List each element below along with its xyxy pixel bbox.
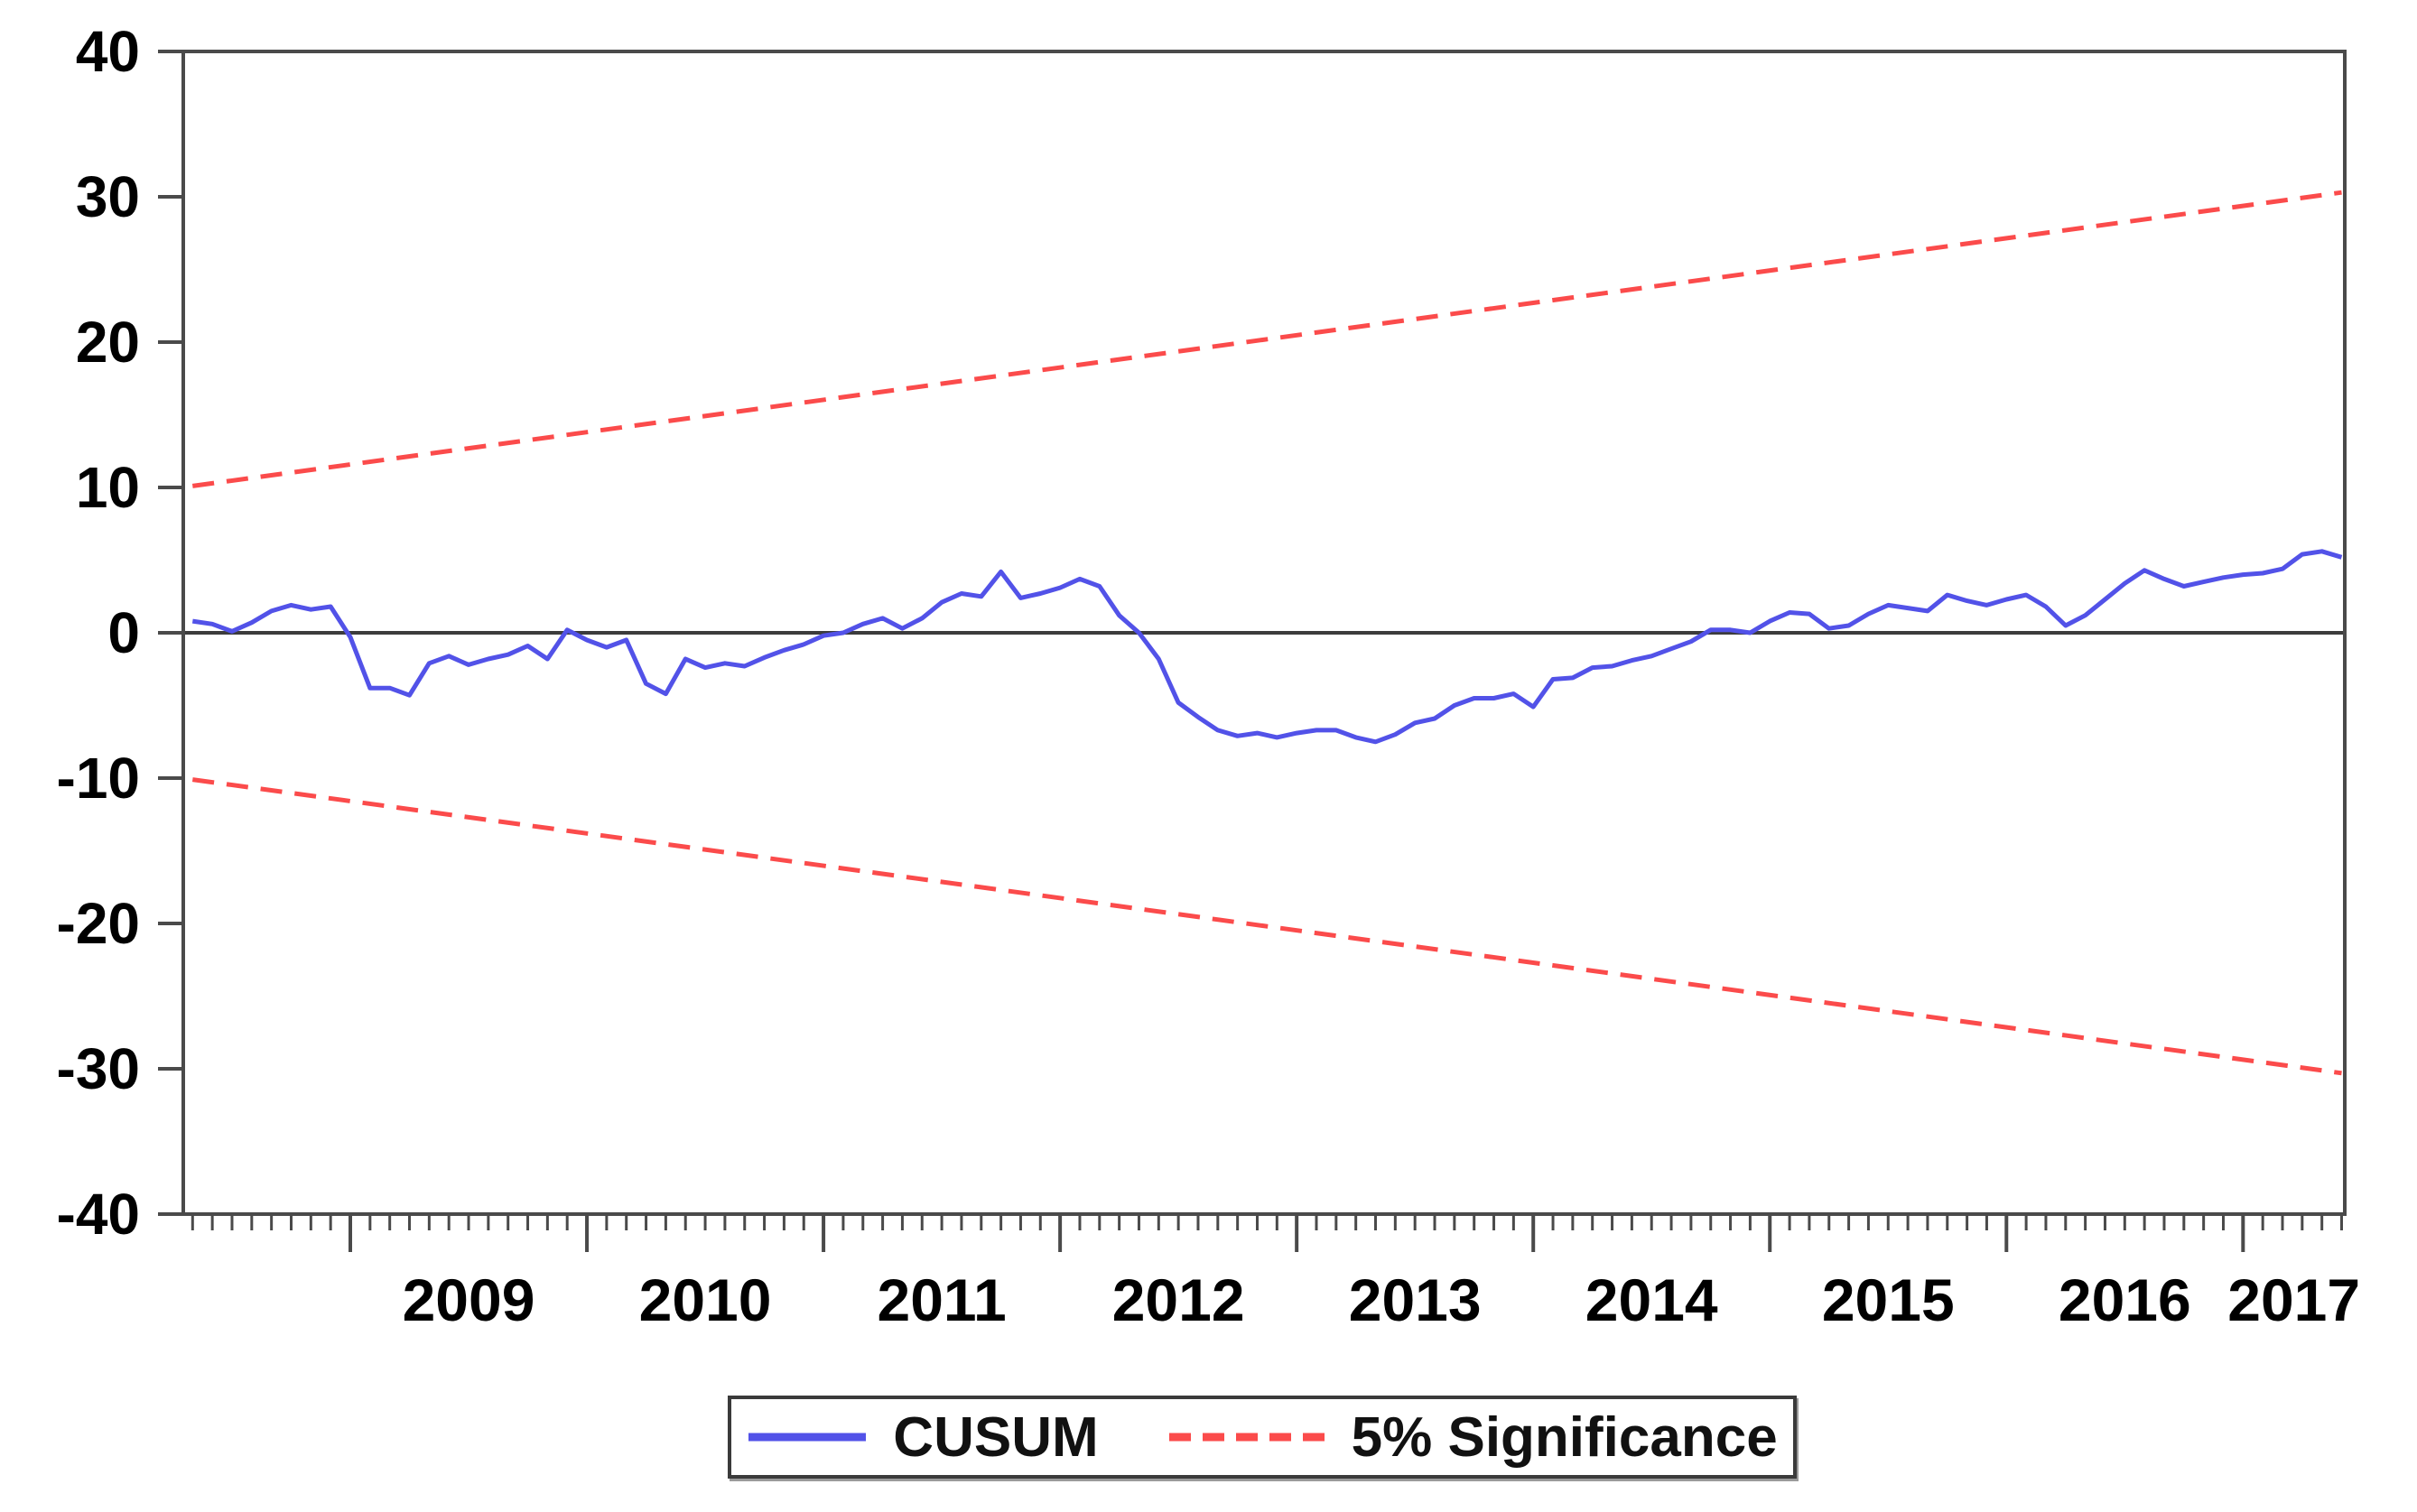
x-axis-year-label: 2011 xyxy=(878,1266,1007,1333)
legend-label-significance: 5% Significance xyxy=(1351,1405,1778,1469)
y-axis-tick-label: -10 xyxy=(57,746,141,811)
y-axis-tick-label: 0 xyxy=(107,600,140,665)
chart-legend: CUSUM 5% Significance xyxy=(728,1396,1797,1479)
y-axis-tick-label: -30 xyxy=(57,1036,141,1101)
x-axis-year-label: 2014 xyxy=(1585,1266,1718,1333)
x-axis-year-label: 2013 xyxy=(1349,1266,1482,1333)
y-axis-tick-label: 20 xyxy=(76,310,140,375)
legend-item-cusum: CUSUM xyxy=(747,1405,1099,1470)
x-axis-year-label: 2010 xyxy=(639,1266,772,1333)
x-axis-year-label: 2016 xyxy=(2059,1266,2191,1333)
y-axis-tick-label: 30 xyxy=(76,164,140,229)
y-axis-tick-label: 10 xyxy=(76,455,140,520)
y-axis-tick-label: -20 xyxy=(57,891,141,956)
significance-upper-line xyxy=(191,190,2342,488)
legend-item-significance: 5% Significance xyxy=(1167,1405,1778,1470)
cusum-line xyxy=(191,549,2343,745)
y-axis-tick-label: 40 xyxy=(76,19,140,84)
significance-line-sample-icon xyxy=(1168,1433,1325,1442)
y-axis-tick-label: -40 xyxy=(57,1182,141,1247)
x-axis-year-label: 2015 xyxy=(1822,1266,1955,1333)
significance-lower-line xyxy=(191,777,2342,1076)
x-axis-year-label: 2012 xyxy=(1112,1266,1245,1333)
x-axis-year-label: 2009 xyxy=(403,1266,535,1333)
legend-label-cusum: CUSUM xyxy=(893,1405,1099,1469)
x-axis-year-label: 2017 xyxy=(2227,1266,2360,1333)
cusum-line-sample-icon xyxy=(748,1433,867,1442)
